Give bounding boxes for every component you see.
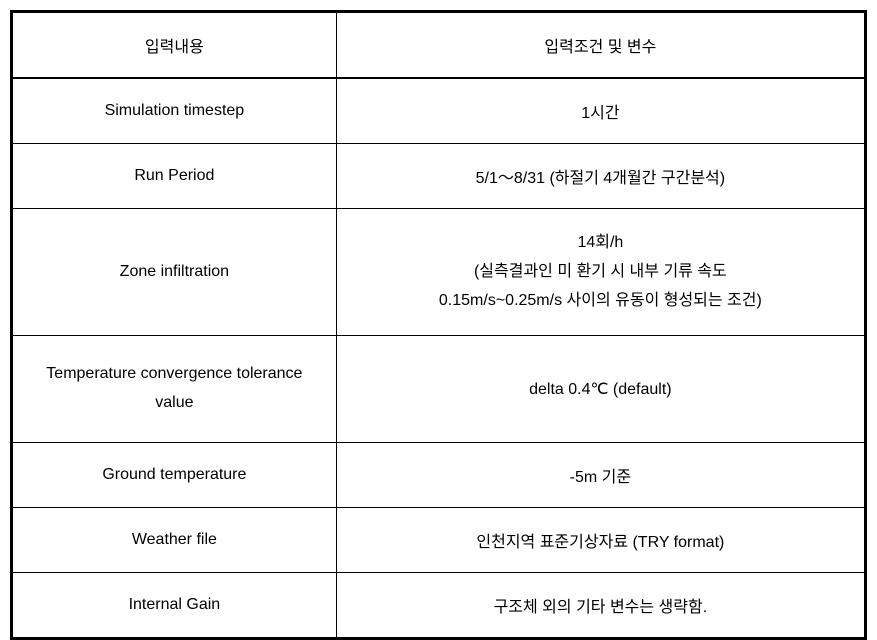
cell-label: Ground temperature <box>13 442 337 507</box>
label-line: Temperature convergence tolerance <box>46 365 302 382</box>
cell-value-multiline: 14회/h (실측결과인 미 환기 시 내부 기류 속도 0.15m/s~0.2… <box>336 209 864 336</box>
table-row: Temperature convergence tolerance value … <box>13 336 865 443</box>
value-line: (실측결과인 미 환기 시 내부 기류 속도 <box>474 263 727 280</box>
header-input-condition: 입력조건 및 변수 <box>336 13 864 79</box>
cell-label: Simulation timestep <box>13 78 337 144</box>
cell-value: 인천지역 표준기상자료 (TRY format) <box>336 507 864 572</box>
cell-label: Internal Gain <box>13 572 337 637</box>
parameters-table: 입력내용 입력조건 및 변수 Simulation timestep 1시간 R… <box>12 12 865 638</box>
table-row: Simulation timestep 1시간 <box>13 78 865 144</box>
table-row: Weather file 인천지역 표준기상자료 (TRY format) <box>13 507 865 572</box>
cell-value: 구조체 외의 기타 변수는 생략함. <box>336 572 864 637</box>
cell-label-multiline: Temperature convergence tolerance value <box>13 336 337 443</box>
cell-value: delta 0.4℃ (default) <box>336 336 864 443</box>
cell-label: Zone infiltration <box>13 209 337 336</box>
table-row: Run Period 5/1～8/31 (하절기 4개월간 구간분석) <box>13 144 865 209</box>
cell-label: Weather file <box>13 507 337 572</box>
cell-label: Run Period <box>13 144 337 209</box>
cell-value: 5/1～8/31 (하절기 4개월간 구간분석) <box>336 144 864 209</box>
table-row: Ground temperature -5m 기준 <box>13 442 865 507</box>
header-input-content: 입력내용 <box>13 13 337 79</box>
table-row: Zone infiltration 14회/h (실측결과인 미 환기 시 내부… <box>13 209 865 336</box>
table-row: Internal Gain 구조체 외의 기타 변수는 생략함. <box>13 572 865 637</box>
cell-value: -5m 기준 <box>336 442 864 507</box>
table-header-row: 입력내용 입력조건 및 변수 <box>13 13 865 79</box>
cell-value: 1시간 <box>336 78 864 144</box>
value-line: 0.15m/s~0.25m/s 사이의 유동이 형성되는 조건) <box>439 292 762 309</box>
value-line: 14회/h <box>577 234 623 251</box>
label-line: value <box>155 394 193 411</box>
parameters-table-wrapper: 입력내용 입력조건 및 변수 Simulation timestep 1시간 R… <box>10 10 867 640</box>
